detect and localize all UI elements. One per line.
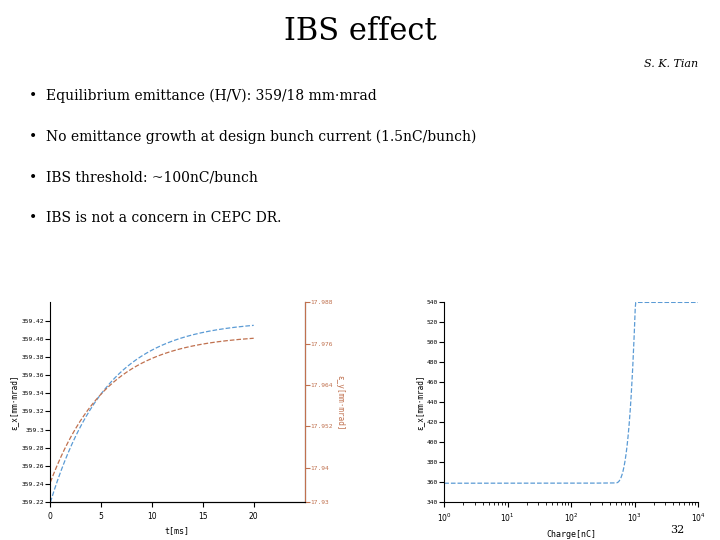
Y-axis label: ε_x[mm·mrad]: ε_x[mm·mrad]: [10, 375, 19, 430]
Y-axis label: ε_x[mm·mrad]: ε_x[mm·mrad]: [415, 375, 424, 430]
Y-axis label: ε_y[mm·mrad]: ε_y[mm·mrad]: [336, 375, 344, 430]
Text: •  No emittance growth at design bunch current (1.5nC/bunch): • No emittance growth at design bunch cu…: [29, 130, 476, 144]
Text: S. K. Tian: S. K. Tian: [644, 59, 698, 70]
X-axis label: Charge[nC]: Charge[nC]: [546, 530, 596, 539]
X-axis label: t[ms]: t[ms]: [165, 526, 190, 536]
Text: •  Equilibrium emittance (H/V): 359/18 mm·mrad: • Equilibrium emittance (H/V): 359/18 mm…: [29, 89, 377, 104]
Text: •  IBS threshold: ~100nC/bunch: • IBS threshold: ~100nC/bunch: [29, 170, 258, 184]
Text: IBS effect: IBS effect: [284, 16, 436, 47]
Text: 32: 32: [670, 524, 684, 535]
Text: •  IBS is not a concern in CEPC DR.: • IBS is not a concern in CEPC DR.: [29, 211, 282, 225]
